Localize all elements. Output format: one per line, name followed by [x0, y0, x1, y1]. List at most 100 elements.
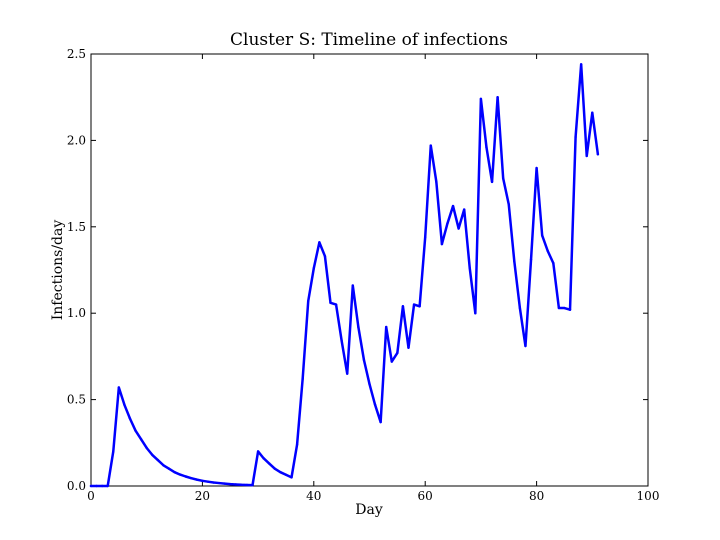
data-point: [284, 473, 288, 476]
y-tick-label: 1.5: [67, 220, 86, 234]
data-point: [256, 450, 260, 453]
x-axis-label: Day: [355, 502, 383, 518]
data-point: [385, 325, 388, 329]
data-point: [524, 344, 527, 348]
data-point: [240, 483, 243, 486]
data-point: [496, 96, 499, 99]
data-point: [479, 97, 483, 101]
data-point: [513, 260, 516, 263]
data-point: [245, 483, 249, 487]
data-point: [307, 299, 310, 303]
data-point: [563, 306, 566, 310]
data-point: [340, 339, 343, 343]
x-tick-label: 60: [418, 489, 433, 503]
data-point: [134, 429, 137, 432]
data-point: [100, 484, 104, 488]
data-point: [184, 475, 187, 478]
data-point: [462, 208, 466, 211]
data-point: [323, 254, 327, 258]
data-point: [162, 464, 165, 467]
data-point: [268, 462, 271, 465]
data-point: [329, 301, 332, 305]
data-point: [518, 306, 522, 310]
x-tick-label: 20: [195, 489, 210, 503]
data-point: [446, 222, 449, 225]
data-point: [217, 481, 221, 485]
data-point: [351, 284, 354, 287]
data-point: [312, 267, 315, 270]
data-point: [156, 458, 160, 462]
data-point: [318, 241, 321, 244]
data-point: [552, 261, 555, 265]
data-point: [429, 144, 432, 147]
data-point: [234, 483, 238, 486]
data-point: [424, 235, 427, 239]
data-point: [178, 473, 182, 476]
data-point: [451, 204, 455, 208]
data-point: [435, 180, 438, 184]
data-point: [507, 203, 510, 206]
data-point: [357, 325, 360, 329]
x-tick-label: 40: [306, 489, 321, 503]
data-point: [201, 479, 204, 483]
data-point: [229, 482, 232, 486]
plot-frame: [90, 53, 649, 487]
data-point: [223, 482, 226, 485]
x-tick-label: 0: [87, 489, 95, 503]
y-tick-label: 2.5: [67, 47, 86, 61]
data-point: [301, 377, 304, 381]
data-point: [295, 443, 299, 446]
data-point: [390, 360, 393, 363]
data-point: [368, 382, 371, 386]
data-point: [591, 111, 594, 114]
y-tick-label: 2.0: [67, 133, 86, 147]
data-point: [139, 438, 143, 441]
data-point: [401, 305, 405, 308]
data-point: [474, 312, 477, 315]
data-point: [485, 146, 488, 149]
chart-title: Cluster S: Timeline of infections: [230, 30, 508, 50]
data-point: [440, 242, 444, 246]
data-point: [579, 63, 583, 66]
data-point: [145, 446, 148, 450]
data-point: [412, 303, 416, 306]
data-point: [279, 470, 282, 474]
data-point: [501, 177, 505, 180]
data-point: [251, 483, 254, 487]
data-point: [290, 476, 293, 479]
data-point: [379, 420, 382, 424]
y-axis-label: Infections/day: [50, 220, 66, 321]
data-point: [212, 481, 215, 484]
data-point: [89, 484, 93, 488]
data-point: [334, 303, 338, 306]
data-point: [540, 234, 544, 237]
data-point: [123, 403, 126, 406]
data-point: [151, 453, 154, 457]
data-point: [128, 417, 132, 420]
data-point: [407, 346, 410, 349]
data-point: [490, 180, 494, 184]
y-axis: 0.0 0.5 1.0 1.5 2.0 2.5: [67, 47, 648, 493]
data-point: [557, 306, 561, 310]
data-point: [95, 484, 98, 488]
x-tick-label: 80: [529, 489, 544, 503]
series-line: [89, 63, 600, 488]
data-point: [195, 478, 199, 481]
plot-area: 0 20 40 60 80 100 0.0 0.5 1.0 1.5 2.0 2.5: [67, 47, 660, 503]
data-point: [457, 227, 460, 230]
data-points: [89, 63, 600, 488]
data-point: [117, 386, 121, 389]
data-point: [362, 358, 366, 362]
data-point: [206, 480, 210, 483]
data-point: [585, 154, 588, 158]
data-point: [173, 470, 176, 474]
data-point: [574, 135, 577, 139]
y-tick-label: 1.0: [67, 306, 86, 320]
data-point: [546, 249, 549, 253]
data-point: [568, 308, 572, 311]
data-point: [396, 351, 399, 355]
data-point: [468, 267, 471, 270]
data-point: [529, 258, 533, 261]
data-point: [112, 450, 115, 453]
